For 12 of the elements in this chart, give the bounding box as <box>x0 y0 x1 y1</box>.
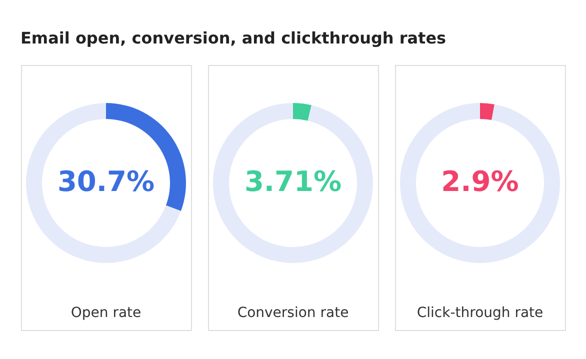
donut-slice <box>400 103 560 263</box>
donut-slice <box>293 103 312 121</box>
text: Open rate <box>70 305 142 321</box>
text: Click-through rate <box>416 305 544 321</box>
text: Conversion rate <box>237 305 349 321</box>
donut-slice <box>480 103 494 120</box>
data-label: 2.9% <box>441 165 519 198</box>
donut-slice <box>213 103 373 263</box>
data-label: 3.71% <box>244 165 342 198</box>
donut-slice <box>26 103 181 263</box>
text: Email open, conversion, and clickthrough rates <box>20 28 446 48</box>
data-label: 30.7% <box>57 165 155 198</box>
